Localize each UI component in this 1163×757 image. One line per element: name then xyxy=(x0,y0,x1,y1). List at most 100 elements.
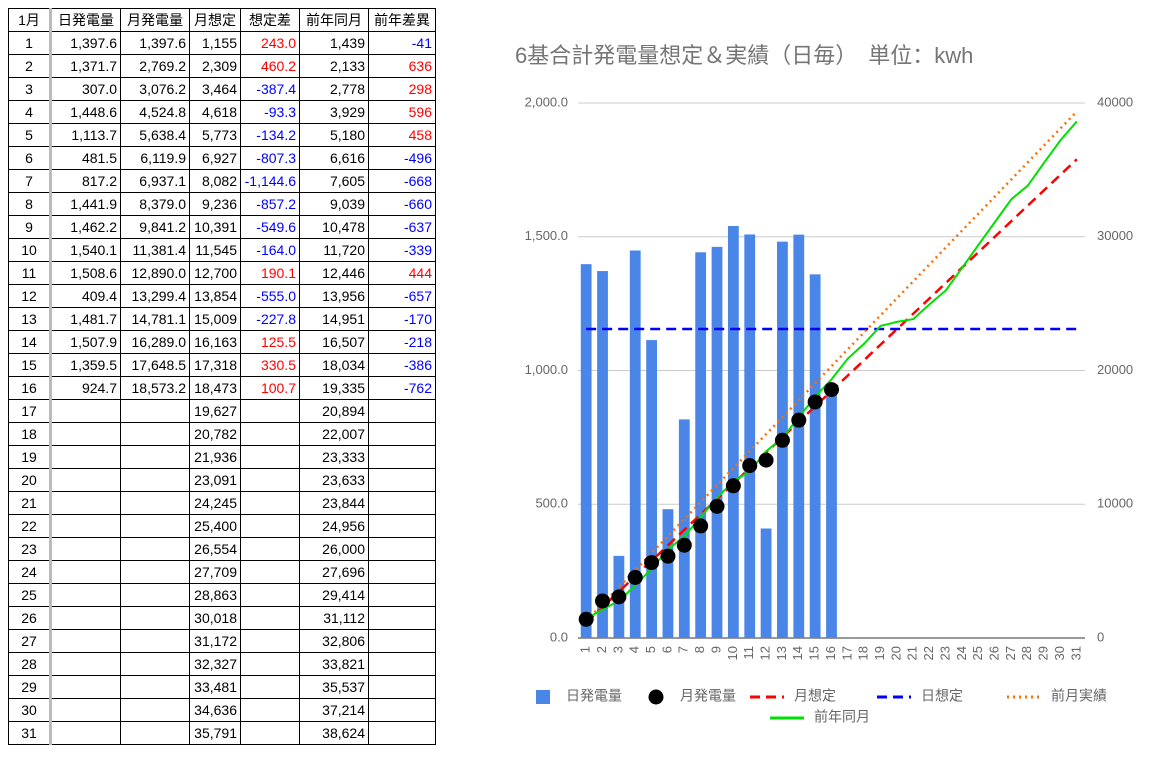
table-cell xyxy=(50,560,121,584)
table-row: 28 32,327 33,821 xyxy=(8,652,436,676)
table-cell: 8,082 xyxy=(189,169,241,193)
table-cell: 25,400 xyxy=(189,514,241,538)
table-cell: 31,172 xyxy=(189,629,241,653)
table-cell: -496 xyxy=(368,146,436,170)
table-cell: -1,144.6 xyxy=(240,169,300,193)
table-cell: -227.8 xyxy=(240,307,300,331)
table-cell: 17 xyxy=(8,399,52,423)
table-cell: -170 xyxy=(368,307,436,331)
table-cell: 30 xyxy=(8,698,52,722)
table-cell: 2 xyxy=(8,54,52,78)
table-cell: -637 xyxy=(368,215,436,239)
table-cell: 190.1 xyxy=(240,261,300,285)
table-cell: 444 xyxy=(368,261,436,285)
bar xyxy=(695,252,707,638)
table-cell: 29,414 xyxy=(299,583,369,607)
table-row: 16 924.7 18,573.2 18,473 100.7 19,335 -762 xyxy=(8,376,436,400)
point xyxy=(611,589,627,605)
table-cell: 10 xyxy=(8,238,52,262)
bar xyxy=(662,509,674,638)
table-cell: 17,648.5 xyxy=(120,353,190,377)
x-tick-label: 28 xyxy=(1019,646,1034,660)
table-cell: -93.3 xyxy=(240,100,300,124)
table-cell: 21 xyxy=(8,491,52,515)
table-cell: 6,616 xyxy=(299,146,369,170)
table-cell: 23,844 xyxy=(299,491,369,515)
x-tick-label: 21 xyxy=(905,646,920,660)
point xyxy=(627,569,643,585)
chart-title: 6基合計発電量想定＆実績（日毎） 単位：kwh xyxy=(515,43,973,68)
x-tick-label: 11 xyxy=(741,646,756,660)
table-cell xyxy=(368,675,436,699)
header-cell: 1月 xyxy=(8,8,52,32)
table-cell: 19 xyxy=(8,445,52,469)
x-tick-label: 24 xyxy=(954,646,969,660)
x-tick-label: 8 xyxy=(692,646,707,653)
y2-tick-label: 30000 xyxy=(1097,228,1133,243)
x-tick-label: 15 xyxy=(807,646,822,660)
table-cell: 1,462.2 xyxy=(50,215,121,239)
x-tick-label: 13 xyxy=(774,646,789,660)
table-row: 2 1,371.7 2,769.2 2,309 460.2 2,133 636 xyxy=(8,54,436,78)
bar xyxy=(809,274,821,638)
table-cell xyxy=(240,698,300,722)
x-tick-label: 4 xyxy=(627,646,642,653)
table-cell: 22,007 xyxy=(299,422,369,446)
table-cell xyxy=(368,606,436,630)
point xyxy=(676,537,692,553)
y-tick-label: 500.0 xyxy=(535,496,568,511)
table-cell: 13 xyxy=(8,307,52,331)
x-tick-label: 6 xyxy=(659,646,674,653)
bar xyxy=(711,246,723,638)
x-tick-label: 5 xyxy=(643,646,658,653)
table-row: 6 481.5 6,119.9 6,927 -807.3 6,616 -496 xyxy=(8,146,436,170)
point xyxy=(660,548,676,564)
x-tick-label: 14 xyxy=(790,646,805,660)
legend-label: 前月実績 xyxy=(1051,688,1107,704)
table-cell: 24,956 xyxy=(299,514,369,538)
table-cell: 1,441.9 xyxy=(50,192,121,216)
legend-label: 月発電量 xyxy=(680,688,736,704)
table-cell xyxy=(368,560,436,584)
point xyxy=(807,394,823,410)
table-cell: 4,524.8 xyxy=(120,100,190,124)
table-cell xyxy=(368,491,436,515)
table-cell: 5,773 xyxy=(189,123,241,147)
legend-swatch xyxy=(536,690,550,704)
header-cell: 前年差異 xyxy=(368,8,436,32)
x-tick-label: 23 xyxy=(937,646,952,660)
point xyxy=(693,518,709,534)
table-cell: 1,507.9 xyxy=(50,330,121,354)
table-cell: 27,696 xyxy=(299,560,369,584)
x-tick-label: 17 xyxy=(839,646,854,660)
table-cell: 458 xyxy=(368,123,436,147)
bar xyxy=(727,226,739,638)
x-tick-label: 9 xyxy=(708,646,723,653)
table-cell: 17,318 xyxy=(189,353,241,377)
table-cell: 481.5 xyxy=(50,146,121,170)
table-cell xyxy=(50,606,121,630)
table-cell xyxy=(368,422,436,446)
table-cell: 31,112 xyxy=(299,606,369,630)
table-row: 25 28,863 29,414 xyxy=(8,583,436,607)
x-tick-label: 30 xyxy=(1052,646,1067,660)
point xyxy=(578,611,594,627)
table-cell xyxy=(50,652,121,676)
table-cell: 6,927 xyxy=(189,146,241,170)
table-cell xyxy=(240,399,300,423)
table-row: 9 1,462.2 9,841.2 10,391 -549.6 10,478 -637 xyxy=(8,215,436,239)
bar xyxy=(793,234,805,638)
table-cell: 6,937.1 xyxy=(120,169,190,193)
table-cell xyxy=(368,445,436,469)
x-tick-label: 2 xyxy=(594,646,609,653)
legend-label: 日発電量 xyxy=(566,688,622,704)
x-tick-label: 12 xyxy=(758,646,773,660)
bar xyxy=(597,271,608,638)
table-cell xyxy=(50,468,121,492)
x-tick-label: 3 xyxy=(610,646,625,653)
table-cell: 14,951 xyxy=(299,307,369,331)
table-cell: 6 xyxy=(8,146,52,170)
bar xyxy=(646,340,657,638)
table-row: 3 307.0 3,076.2 3,464 -387.4 2,778 298 xyxy=(8,77,436,101)
table-cell: 817.2 xyxy=(50,169,121,193)
